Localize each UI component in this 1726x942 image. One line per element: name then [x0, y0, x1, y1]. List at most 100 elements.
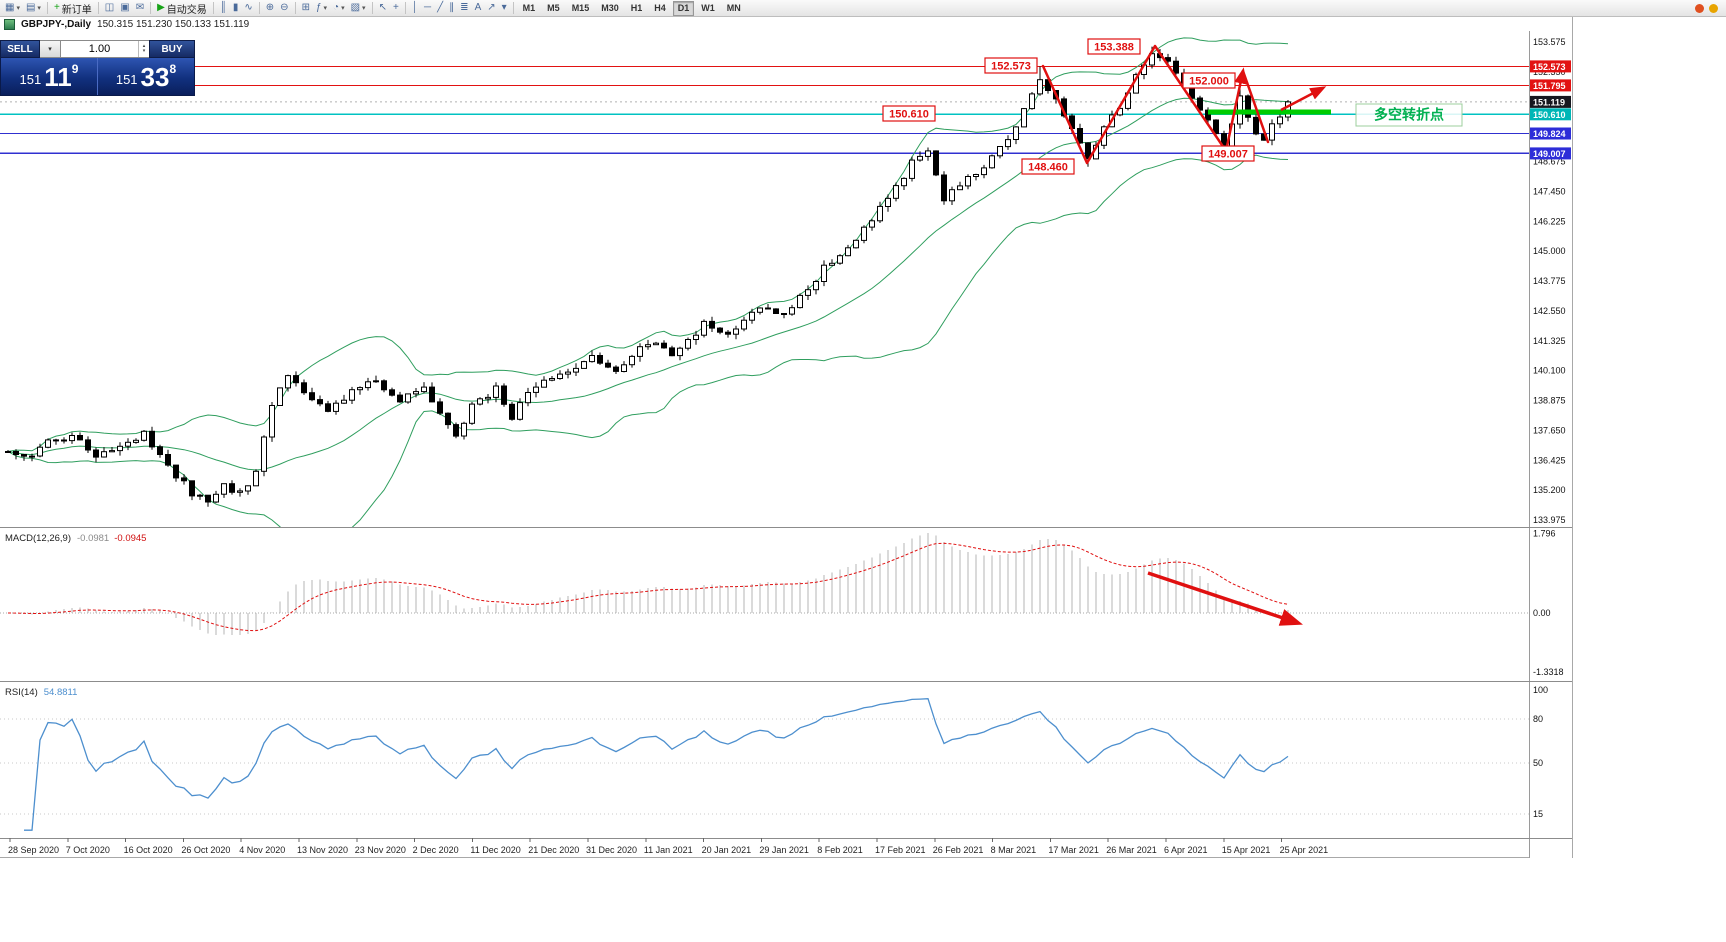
price-axis-badge-text: 149.824: [1533, 129, 1566, 139]
toolbar-separator: [258, 2, 260, 14]
timeframe-m5[interactable]: M5: [547, 2, 560, 13]
sell-button[interactable]: SELL: [0, 40, 40, 58]
date-axis-label: 17 Feb 2021: [875, 845, 926, 855]
price-axis-badge: [1530, 60, 1571, 73]
toolbar-separator: [46, 2, 48, 14]
price-axis-badge-text: 151.119: [1533, 97, 1565, 107]
toolbar-separator: [404, 2, 406, 14]
date-axis-label: 25 Apr 2021: [1280, 845, 1329, 855]
timeframe-mn[interactable]: MN: [726, 2, 741, 13]
new-order-button[interactable]: + 新订单: [51, 1, 95, 16]
arrow-tool[interactable]: ↗: [484, 1, 498, 15]
crosshair-tool[interactable]: +: [390, 1, 402, 15]
navigator-icon: ✉: [135, 2, 145, 13]
text-tool[interactable]: A: [472, 1, 485, 15]
macd-axis-label: -1.3318: [1533, 667, 1564, 677]
price-annotation-box[interactable]: [1201, 145, 1255, 162]
ask-big-digits: 33: [140, 61, 170, 92]
vertical-line-tool[interactable]: │: [409, 1, 421, 15]
timeframe-h1[interactable]: H1: [630, 2, 643, 13]
chevron-down-icon: ▾: [362, 5, 366, 12]
tile-windows[interactable]: ⊞: [299, 1, 313, 15]
volume-field[interactable]: 1.00 ▴ ▾: [61, 40, 149, 58]
fibonacci-tool[interactable]: ≣: [457, 1, 471, 15]
zoom-in[interactable]: ⊕: [263, 1, 277, 15]
date-axis-label: 2 Dec 2020: [413, 845, 459, 855]
spin-down-icon[interactable]: ▾: [142, 48, 146, 54]
profiles-menu[interactable]: ▤ ▾: [23, 1, 44, 15]
ask-prefix: 151: [115, 72, 138, 87]
price-axis-label: 145.000: [1533, 246, 1566, 256]
candle-chart-mode-icon: ▮: [232, 2, 239, 13]
price-axis-label: 136.425: [1533, 455, 1566, 465]
price-annotation-box[interactable]: [882, 105, 936, 122]
zigzag-tail[interactable]: [1241, 69, 1270, 144]
price-axis-badge: [1530, 108, 1571, 121]
price-axis-label: 137.650: [1533, 425, 1566, 435]
autotrading-button[interactable]: ▶ 自动交易: [154, 1, 210, 16]
autotrading-button-label: 自动交易: [166, 4, 207, 16]
price-annotation-box[interactable]: [1087, 38, 1141, 55]
date-axis-label: 26 Feb 2021: [933, 845, 984, 855]
timeframe-m1[interactable]: M1: [522, 2, 536, 13]
zigzag-trendline[interactable]: [1041, 44, 1228, 165]
channel-tool[interactable]: ∥: [446, 1, 457, 15]
period-selector[interactable]: ◔ ▾: [330, 1, 348, 15]
zoom-in-icon: ⊕: [265, 2, 275, 13]
bid-price[interactable]: 151 11 9: [1, 58, 97, 95]
alert-icon[interactable]: [1695, 3, 1704, 13]
pivot-label-box[interactable]: [1355, 103, 1463, 127]
bid-big-digits: 11: [44, 61, 72, 92]
ask-price[interactable]: 151 33 8: [97, 58, 194, 95]
bar-chart-mode[interactable]: ║: [217, 1, 230, 15]
price-axis-label: 153.575: [1533, 37, 1566, 47]
bar-chart-mode-icon: ║: [219, 2, 227, 13]
zigzag-up-arrow[interactable]: [1224, 67, 1247, 152]
channel-tool-icon: ∥: [449, 2, 455, 13]
price-annotation-box[interactable]: [984, 57, 1038, 74]
charts-menu[interactable]: ▦ ▾: [2, 1, 23, 15]
volume-stepper[interactable]: ▴ ▾: [138, 41, 149, 57]
trendline-tool[interactable]: ╱: [434, 1, 446, 15]
date-axis-label: 23 Nov 2020: [355, 845, 406, 855]
market-watch[interactable]: ◫: [102, 1, 117, 15]
more-shapes[interactable]: ▾: [499, 1, 510, 15]
navigator[interactable]: ✉: [133, 1, 147, 15]
price-annotation-box[interactable]: [1021, 158, 1075, 175]
timeframe-w1[interactable]: W1: [701, 2, 715, 13]
price-axis-label: 140.100: [1533, 366, 1566, 376]
timeframe-m15[interactable]: M15: [571, 2, 590, 13]
volume-value: 1.00: [88, 43, 111, 55]
chart-title-bar: GBPJPY-,Daily 150.315 151.230 150.133 15…: [0, 17, 1572, 31]
horizontal-line-tool[interactable]: ─: [421, 1, 434, 15]
line-chart-mode[interactable]: ∿: [241, 1, 255, 15]
candle-chart-mode[interactable]: ▮: [230, 1, 242, 15]
price-axis-badge: [1530, 79, 1571, 92]
timeframe-m30[interactable]: M30: [601, 2, 619, 13]
chart-canvas[interactable]: 150.610 152.573 148.460 153.388 152.000 149.0…: [0, 31, 1572, 858]
indicators-list[interactable]: ƒ ▾: [313, 1, 330, 15]
macd-down-arrow[interactable]: [1147, 571, 1303, 626]
bollinger-lower-band: [7, 154, 1289, 527]
price-axis-label: 147.450: [1533, 186, 1566, 196]
one-click-trading: SELL ▾ 1.00 ▴ ▾ BUY 151 11 9 151 33: [0, 40, 195, 96]
price-annotation-box[interactable]: [1182, 72, 1236, 89]
news-icon[interactable]: [1709, 3, 1718, 13]
data-window[interactable]: ▣: [117, 1, 132, 15]
timeframe-d1[interactable]: D1: [672, 0, 695, 16]
bid-sup-digit: 9: [71, 62, 79, 76]
templates[interactable]: ▧ ▾: [348, 1, 369, 15]
timeframe-h4[interactable]: H4: [654, 2, 666, 13]
cursor-tool[interactable]: ↖: [376, 1, 390, 15]
rsi-panel: [0, 698, 1529, 831]
buy-button[interactable]: BUY: [149, 40, 195, 58]
price-axis-strip[interactable]: [1529, 31, 1572, 858]
zoom-out[interactable]: ⊖: [277, 1, 291, 15]
chart-ohlc-values: 150.315 151.230 150.133 151.119: [97, 18, 250, 30]
breakout-arrow[interactable]: [1280, 86, 1327, 112]
order-type-dropdown[interactable]: ▾: [40, 40, 61, 58]
toolbar-separator: [212, 2, 214, 14]
date-axis-label: 8 Mar 2021: [991, 845, 1037, 855]
spin-up-icon[interactable]: ▴: [142, 43, 146, 49]
arrow-tool-icon: ↗: [487, 2, 496, 13]
